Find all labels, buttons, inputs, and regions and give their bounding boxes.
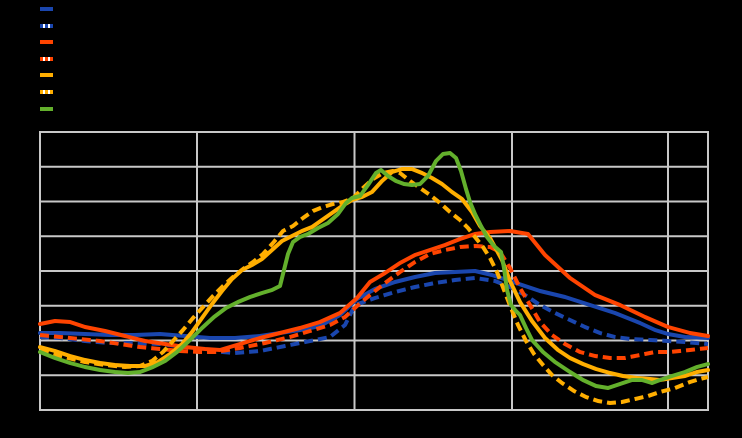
series-orangered-solid-line: [38, 229, 710, 352]
plot-border: [39, 131, 709, 411]
series-amber-solid-line: [38, 167, 710, 382]
series-blue-solid-line: [38, 269, 710, 340]
series-green-solid-line: [38, 151, 710, 390]
series-amber-dashed-line: [39, 169, 709, 405]
series-orangered-dashed-line: [39, 244, 709, 360]
series-blue-dashed-line: [39, 276, 709, 355]
